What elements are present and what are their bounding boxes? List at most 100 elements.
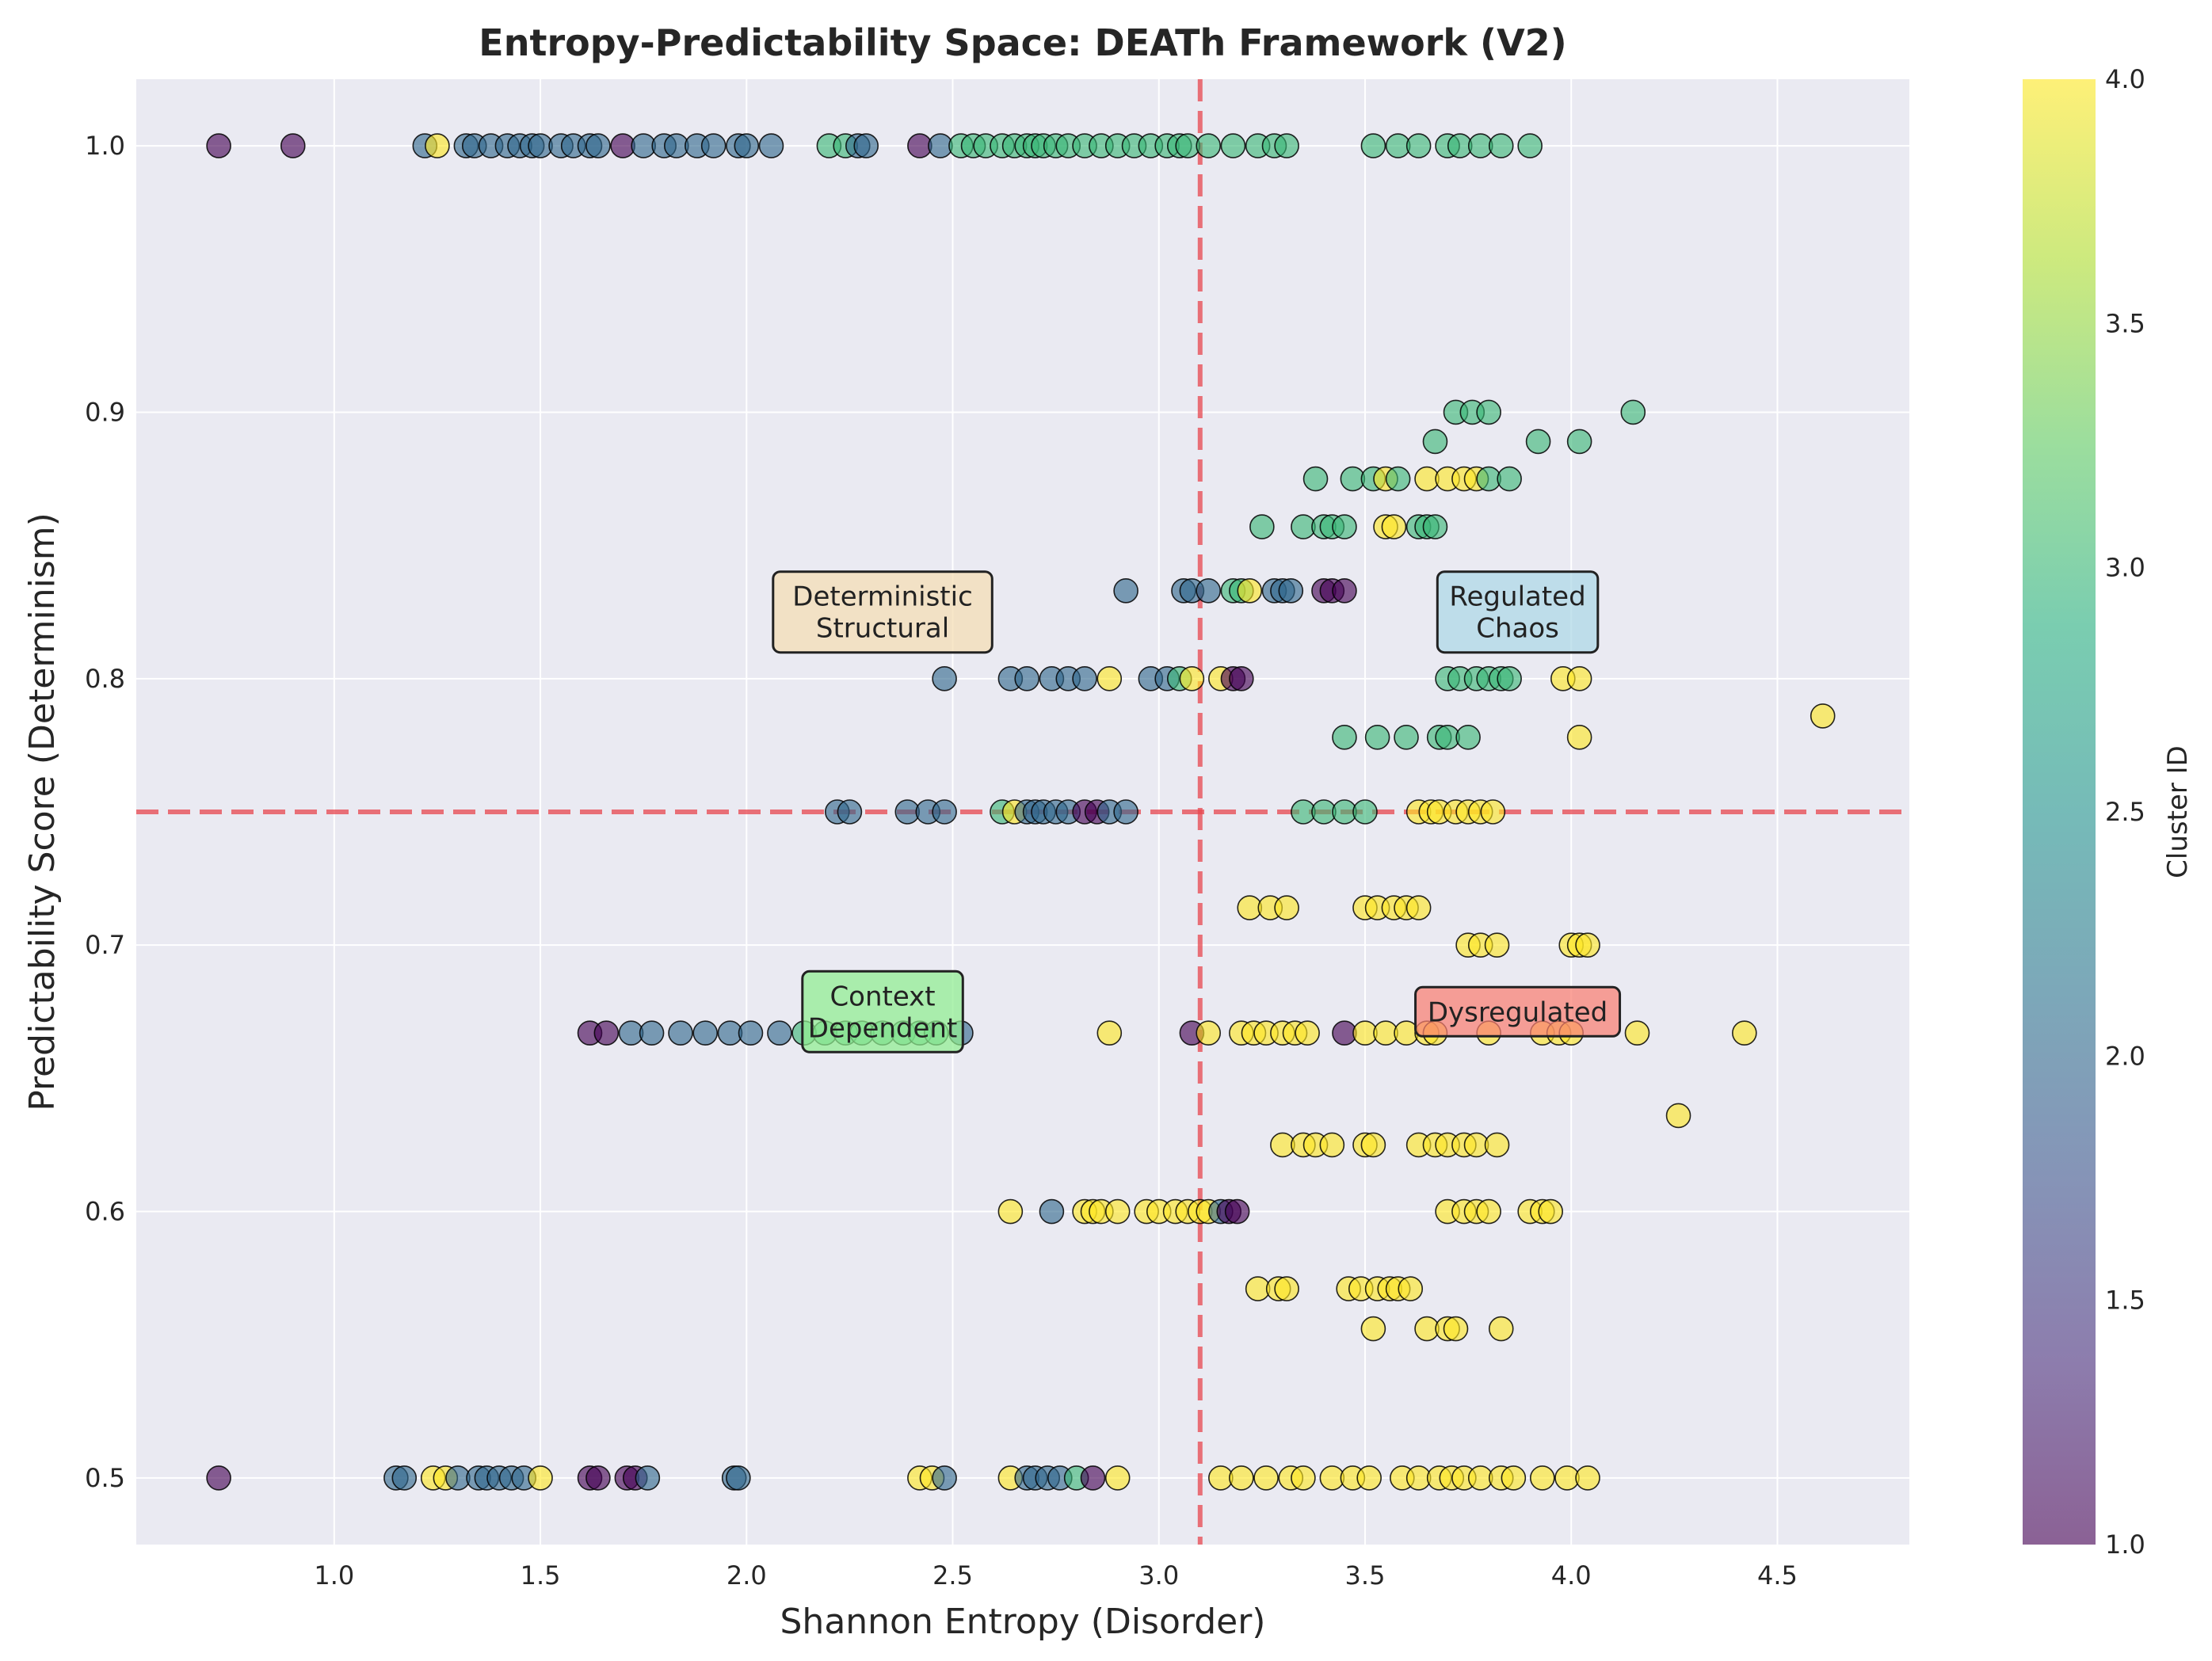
scatter-point [1096,666,1123,691]
scatter-point [1196,1020,1222,1046]
scatter-point [1665,1103,1691,1129]
scatter-point [1352,799,1378,825]
scatter-point [1398,1276,1424,1301]
colorbar-tick-label: 4.0 [2105,64,2145,94]
scatter-point [1422,514,1448,539]
scatter-point [1575,932,1600,958]
scatter-point [593,1020,620,1046]
scatter-point [1014,666,1040,691]
scatter-point [1443,1316,1469,1342]
scatter-point [726,1465,751,1491]
scatter-point [692,1020,719,1046]
scatter-point [1525,429,1551,455]
colorbar-gradient [2023,79,2096,1545]
x-tick-label: 4.0 [1551,1560,1592,1591]
scatter-point [1332,578,1357,604]
colorbar-tick-label: 1.0 [2105,1530,2145,1560]
quadrant-label-box [1414,985,1622,1038]
scatter-point [1538,1198,1563,1225]
reference-lines [136,79,1909,1545]
scatter-point [1497,666,1522,691]
quadrant-label-box [801,970,964,1053]
scatter-point [1332,514,1357,539]
scatter-point [1360,133,1386,158]
scatter-point [635,1465,661,1491]
scatter-point [1394,725,1419,750]
quadrant-label: Dysregulated [1414,985,1622,1038]
quadrant-label-box [1436,570,1600,654]
quadrant-label-text: Dysregulated [1428,996,1608,1028]
scatter-point [1480,799,1506,825]
colorbar-ticks: 1.0 1.5 2.0 2.5 3.0 3.5 4.0 [2105,64,2145,1560]
quadrant-label-text: Structural [816,613,949,645]
x-tick-label: 4.5 [1757,1560,1798,1591]
scatter-point [1575,1465,1600,1491]
x-tick-label: 2.0 [727,1560,767,1591]
scatter-point [1566,429,1592,455]
scatter-point [1566,725,1592,750]
scatter-point [1104,1198,1131,1225]
colorbar-tick-label: 3.0 [2105,553,2145,583]
scatter-point [1455,725,1481,750]
scatter-point [700,133,727,158]
scatter-point [1274,1276,1299,1301]
scatter-point [1224,1198,1250,1225]
scatter-point [1476,1198,1501,1225]
scatter-point [585,133,611,158]
scatter-point [1381,514,1407,539]
y-tick-label: 0.6 [85,1197,125,1227]
quadrant-label-text: Deterministic [792,581,972,613]
scatter-point [1488,1316,1514,1342]
scatter-point [932,799,957,825]
scatter-point [932,1465,957,1491]
scatter-point [639,1020,665,1046]
scatter-point [1253,1465,1279,1491]
scatter-point [1484,932,1510,958]
scatter-point [1104,1465,1131,1491]
scatter-point [1072,666,1097,691]
x-axis-ticks: 1.0 1.5 2.0 2.5 3.0 3.5 4.0 4.5 [314,1560,1798,1591]
y-tick-label: 1.0 [85,131,125,161]
scatter-point [1039,1198,1065,1225]
scatter-point [1810,703,1836,729]
scatter-point [1096,1020,1123,1046]
x-tick-label: 1.0 [314,1560,354,1591]
scatter-point [837,799,863,825]
scatter-point [1476,399,1501,425]
scatter-point [206,1465,231,1491]
scatter-point [1295,1020,1320,1046]
scatter-point [1179,666,1205,691]
y-tick-label: 0.8 [85,664,125,694]
scatter-point [1422,429,1448,455]
scatter-point [1385,466,1411,492]
x-tick-label: 3.0 [1138,1560,1179,1591]
scatter-point [1229,666,1254,691]
scatter-point [1620,399,1646,425]
colorbar-tick-label: 2.5 [2105,797,2145,827]
scatter-point [1360,1316,1386,1342]
scatter-point [1249,514,1275,539]
y-tick-label: 0.9 [85,397,125,427]
scatter-point [1497,466,1522,492]
scatter-point [1364,725,1390,750]
scatter-point [1529,1465,1555,1491]
scatter-point [425,133,450,158]
scatter-point [1405,133,1432,158]
scatter-point [1220,133,1246,158]
colorbar-tick-label: 1.5 [2105,1286,2145,1316]
y-axis-label: Predictability Score (Determinism) [22,512,63,1111]
colorbar-label: Cluster ID [2162,745,2194,878]
quadrant-label-text: Chaos [1476,613,1559,645]
scatter-point [758,133,784,158]
y-tick-label: 0.7 [85,930,125,960]
colorbar-tick-label: 3.5 [2105,308,2145,338]
scatter-point [391,1465,418,1491]
scatter-point [738,1020,764,1046]
scatter-point [853,133,879,158]
x-tick-label: 1.5 [521,1560,561,1591]
scatter-point [1356,1465,1382,1491]
x-axis-label: Shannon Entropy (Disorder) [780,1602,1266,1642]
x-tick-label: 3.5 [1345,1560,1386,1591]
